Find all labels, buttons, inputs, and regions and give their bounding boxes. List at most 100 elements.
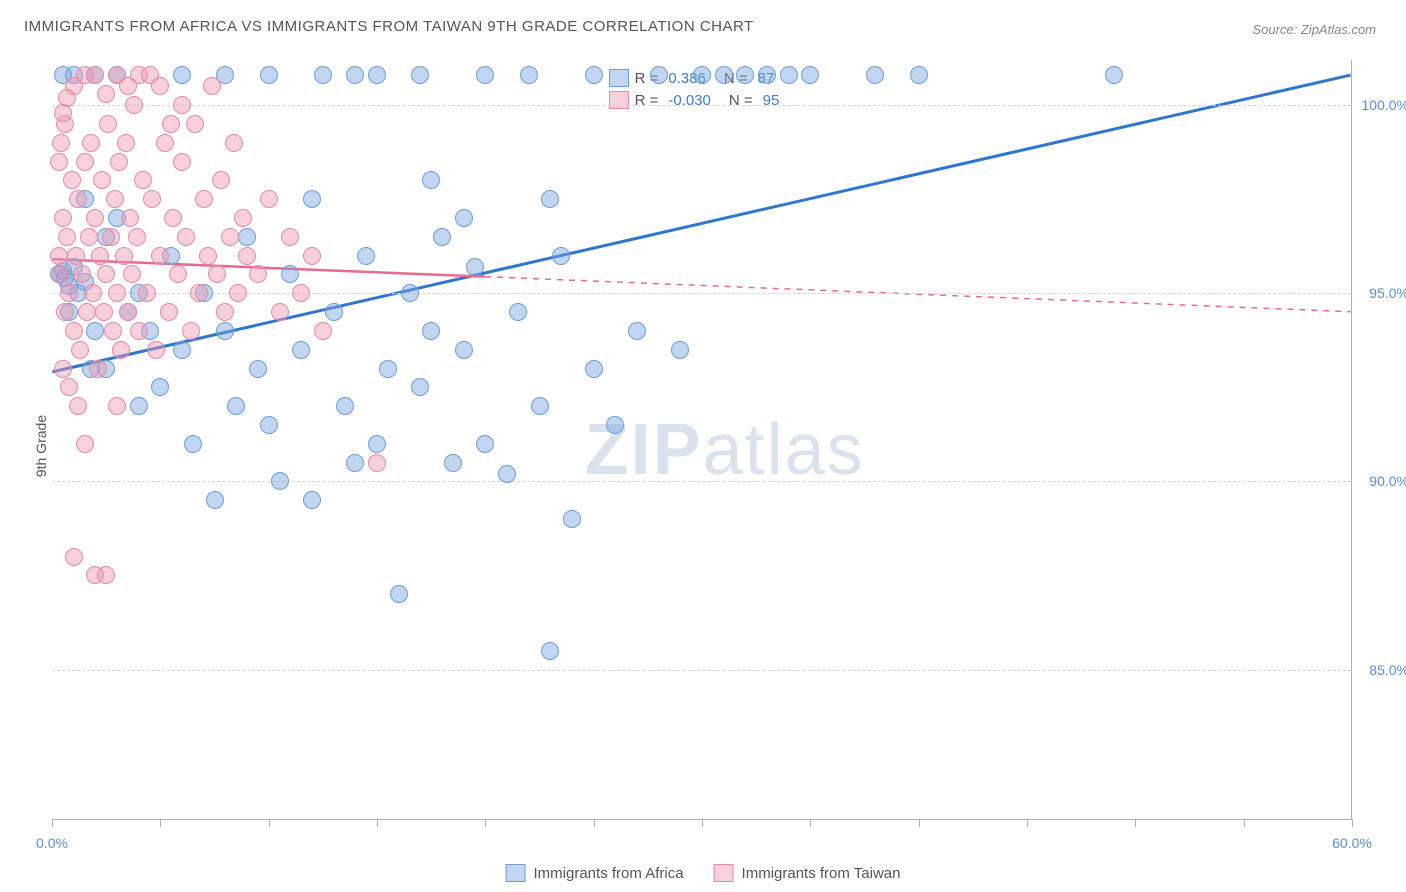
scatter-point <box>102 228 120 246</box>
scatter-point <box>249 265 267 283</box>
scatter-point <box>184 435 202 453</box>
scatter-point <box>86 209 104 227</box>
scatter-point <box>143 190 161 208</box>
scatter-point <box>671 341 689 359</box>
scatter-point <box>260 190 278 208</box>
scatter-point <box>160 303 178 321</box>
scatter-point <box>97 265 115 283</box>
scatter-point <box>238 228 256 246</box>
scatter-point <box>206 491 224 509</box>
legend-swatch <box>506 864 526 882</box>
scatter-point <box>476 435 494 453</box>
scatter-point <box>162 115 180 133</box>
xtick <box>485 819 486 827</box>
scatter-point <box>368 435 386 453</box>
scatter-point <box>650 66 668 84</box>
scatter-point <box>433 228 451 246</box>
scatter-point <box>411 378 429 396</box>
legend-swatch <box>609 69 629 87</box>
xtick <box>160 819 161 827</box>
xtick-label: 0.0% <box>36 835 68 851</box>
scatter-point <box>563 510 581 528</box>
scatter-point <box>203 77 221 95</box>
scatter-point <box>67 247 85 265</box>
scatter-point <box>271 303 289 321</box>
scatter-point <box>216 322 234 340</box>
xtick <box>919 819 920 827</box>
scatter-point <box>541 642 559 660</box>
scatter-point <box>498 465 516 483</box>
scatter-point <box>509 303 527 321</box>
xtick <box>810 819 811 827</box>
scatter-point <box>97 566 115 584</box>
bottom-legend-label: Immigrants from Taiwan <box>742 865 901 882</box>
xtick <box>594 819 595 827</box>
scatter-point <box>314 322 332 340</box>
scatter-point <box>357 247 375 265</box>
scatter-point <box>225 134 243 152</box>
scatter-point <box>112 341 130 359</box>
scatter-point <box>541 190 559 208</box>
scatter-point <box>195 190 213 208</box>
scatter-point <box>346 454 364 472</box>
scatter-point <box>54 209 72 227</box>
scatter-point <box>80 228 98 246</box>
scatter-point <box>60 378 78 396</box>
scatter-point <box>238 247 256 265</box>
scatter-point <box>227 397 245 415</box>
y-axis-label: 9th Grade <box>33 415 49 477</box>
scatter-point <box>84 284 102 302</box>
scatter-point <box>69 397 87 415</box>
scatter-point <box>125 96 143 114</box>
scatter-point <box>164 209 182 227</box>
scatter-point <box>186 115 204 133</box>
scatter-point <box>715 66 733 84</box>
xtick <box>52 819 53 827</box>
legend-swatch <box>609 91 629 109</box>
scatter-point <box>444 454 462 472</box>
scatter-point <box>520 66 538 84</box>
scatter-point <box>422 322 440 340</box>
scatter-point <box>65 548 83 566</box>
trend-lines-svg <box>52 60 1351 819</box>
scatter-point <box>260 66 278 84</box>
scatter-point <box>1105 66 1123 84</box>
scatter-point <box>476 66 494 84</box>
scatter-point <box>585 360 603 378</box>
gridline <box>52 670 1351 671</box>
scatter-point <box>190 284 208 302</box>
gridline <box>52 105 1351 106</box>
scatter-point <box>866 66 884 84</box>
scatter-point <box>115 247 133 265</box>
scatter-point <box>208 265 226 283</box>
gridline <box>52 481 1351 482</box>
xtick <box>1244 819 1245 827</box>
scatter-point <box>50 247 68 265</box>
ytick-label: 85.0% <box>1369 662 1406 678</box>
xtick <box>269 819 270 827</box>
scatter-point <box>147 341 165 359</box>
bottom-legend-item: Immigrants from Africa <box>506 864 684 882</box>
scatter-point <box>99 115 117 133</box>
scatter-point <box>71 341 89 359</box>
legend-row: R =-0.030N =95 <box>609 91 792 109</box>
xtick <box>1352 819 1353 827</box>
scatter-point <box>54 360 72 378</box>
xtick <box>1027 819 1028 827</box>
scatter-point <box>119 303 137 321</box>
scatter-point <box>221 228 239 246</box>
scatter-point <box>173 153 191 171</box>
ytick-label: 90.0% <box>1369 473 1406 489</box>
scatter-point <box>156 134 174 152</box>
scatter-point <box>390 585 408 603</box>
scatter-point <box>234 209 252 227</box>
xtick <box>702 819 703 827</box>
scatter-point <box>65 322 83 340</box>
xtick <box>377 819 378 827</box>
scatter-point <box>151 77 169 95</box>
scatter-point <box>531 397 549 415</box>
scatter-point <box>177 228 195 246</box>
scatter-point <box>82 134 100 152</box>
scatter-point <box>121 209 139 227</box>
scatter-point <box>325 303 343 321</box>
